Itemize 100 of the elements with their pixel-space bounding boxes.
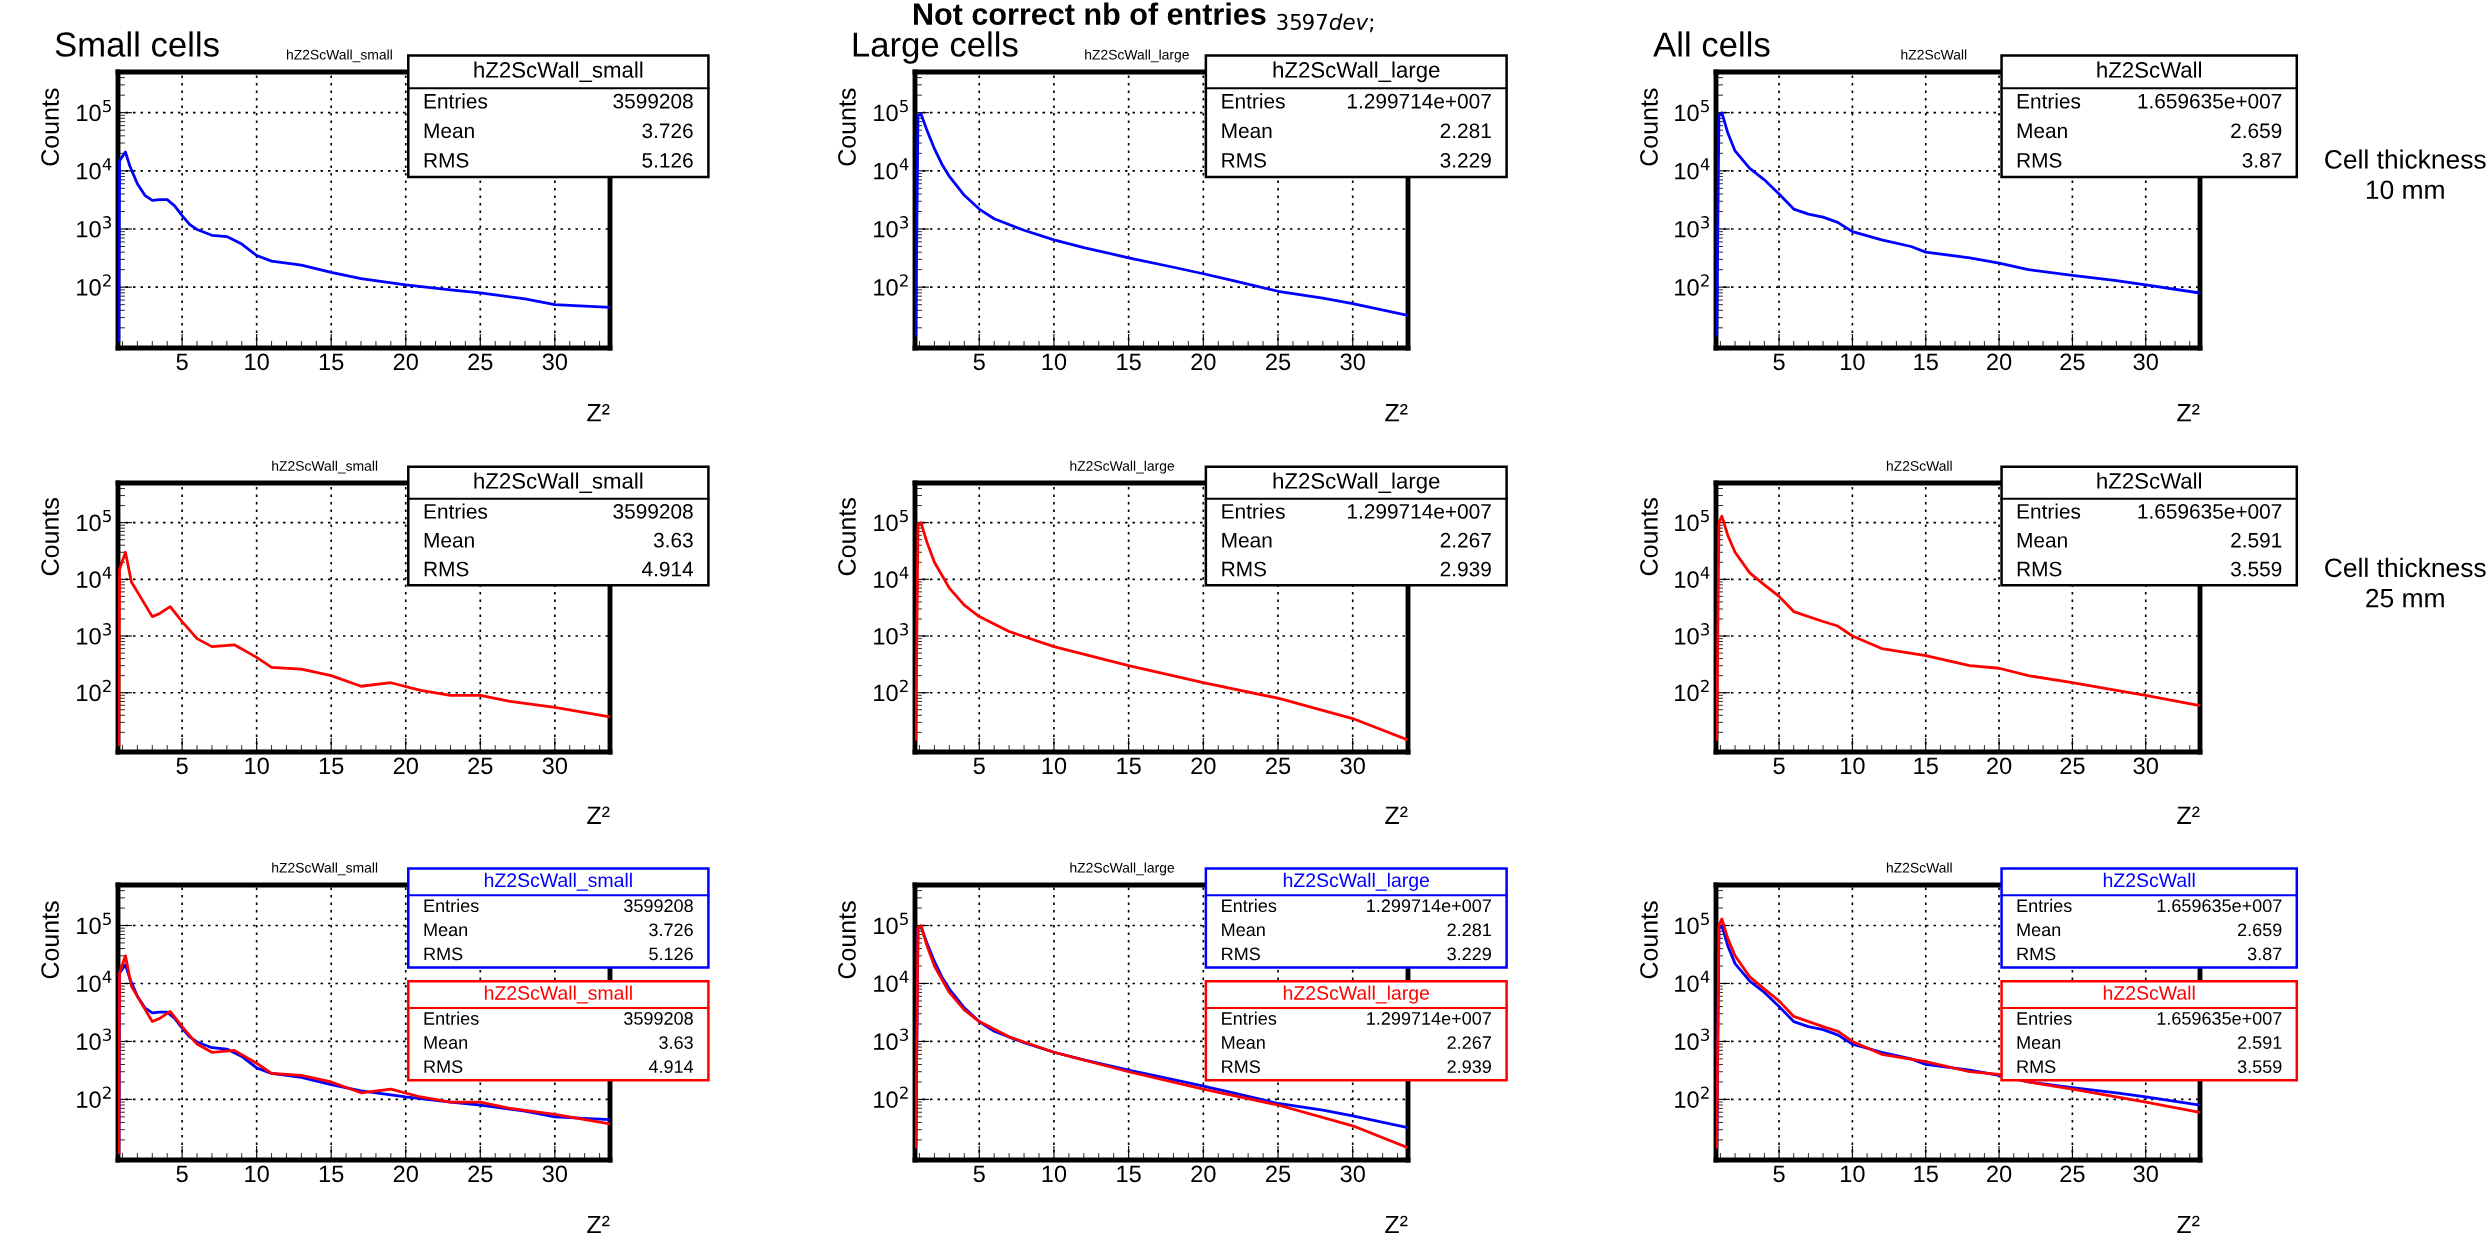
x-axis-title: Z²: [1385, 806, 1408, 824]
text: hZ2ScWall: [2097, 472, 2201, 489]
x-tick-label: 10: [1841, 353, 1865, 371]
x-tick-label: 25: [468, 1165, 493, 1183]
chart-subtitle: hZ2ScWall_small: [272, 862, 378, 876]
text: Mean 3.726: [424, 923, 693, 937]
x-tick-label: 15: [319, 757, 344, 775]
y-tick-label: 10$^{3}$: [874, 623, 909, 645]
y-tick-label: 10$^{2}$: [1675, 274, 1709, 296]
x-tick-label: 5: [176, 757, 188, 775]
y-axis-title: Counts: [1640, 88, 1658, 166]
x-tick-label: 5: [973, 757, 985, 775]
text: Mean 2.267: [1222, 532, 1491, 548]
x-axis-title: Z²: [2177, 1215, 2200, 1234]
text: Entries 3599208: [424, 898, 693, 913]
x-tick-label: 15: [1914, 1165, 1938, 1183]
y-axis-title: Counts: [41, 498, 59, 576]
y-tick-label: 10$^{3}$: [77, 216, 112, 238]
text: Mean 2.591: [2017, 532, 2282, 548]
x-tick-label: 10: [245, 1165, 269, 1183]
y-tick-label: 10$^{4}$: [77, 566, 112, 588]
text: Entries 1.299714e+007: [1222, 1011, 1491, 1025]
x-tick-label: 30: [542, 1165, 568, 1183]
x-tick-label: 30: [1340, 1165, 1365, 1183]
text: hZ2ScWall: [2103, 872, 2195, 888]
chart-subtitle: hZ2ScWall_large: [1085, 49, 1189, 63]
x-tick-label: 30: [2133, 757, 2158, 775]
text: Cell thickness 25 mm: [2325, 557, 2486, 608]
x-tick-label: 25: [468, 757, 493, 775]
x-tick-label: 20: [393, 353, 418, 371]
x-tick-label: 20: [1987, 1165, 2012, 1183]
y-axis-title: Counts: [1640, 498, 1658, 576]
x-axis-title: Z²: [2177, 403, 2200, 422]
text: RMS 3.559: [2017, 1060, 2282, 1074]
text: hZ2ScWall: [2103, 985, 2195, 1000]
x-axis-title: Z²: [1385, 403, 1408, 422]
x-tick-label: 20: [1191, 757, 1216, 775]
text: Mean 2.281: [1222, 923, 1491, 937]
y-tick-label: 10$^{5}$: [874, 912, 908, 935]
x-tick-label: 5: [1773, 757, 1785, 775]
chart-subtitle: hZ2ScWall: [1886, 460, 1952, 471]
y-tick-label: 10$^{4}$: [1675, 158, 1710, 180]
chart-subtitle: hZ2ScWall: [1886, 862, 1952, 873]
x-tick-label: 20: [1987, 757, 2012, 775]
x-tick-label: 15: [1117, 1165, 1141, 1183]
y-axis-title: Counts: [838, 901, 856, 979]
text: RMS 2.939: [1222, 1060, 1491, 1074]
chart-subtitle: hZ2ScWall: [1901, 49, 1967, 60]
y-tick-label: 10$^{3}$: [874, 1028, 909, 1051]
x-tick-label: 25: [1266, 353, 1291, 371]
x-tick-label: 10: [1841, 1165, 1865, 1183]
y-tick-label: 10$^{5}$: [874, 99, 908, 122]
text: Entries 3599208: [424, 1011, 693, 1025]
x-tick-label: 5: [176, 1165, 188, 1183]
text: Cell thickness 10 mm: [2325, 149, 2486, 200]
text: Mean 2.659: [2017, 923, 2282, 937]
x-tick-label: 30: [1340, 353, 1365, 371]
text: Mean 3.63: [424, 532, 693, 548]
text: hZ2ScWall_large: [1273, 61, 1440, 83]
y-tick-label: 10$^{2}$: [1675, 679, 1709, 702]
y-tick-label: 10$^{5}$: [77, 509, 111, 532]
y-tick-label: 10$^{3}$: [1675, 623, 1710, 645]
y-tick-label: 10$^{3}$: [77, 623, 112, 645]
text: Mean 3.726: [424, 123, 693, 139]
x-axis-title: Z²: [587, 403, 610, 422]
x-axis-title: Z²: [587, 806, 610, 824]
x-axis-title: Z²: [587, 1215, 610, 1234]
x-tick-label: 25: [2060, 757, 2085, 775]
x-tick-label: 20: [1191, 1165, 1216, 1183]
text: RMS 3.87: [2017, 152, 2282, 168]
x-tick-label: 25: [468, 353, 493, 371]
x-tick-label: 10: [245, 353, 269, 371]
text: RMS 5.126: [424, 947, 693, 961]
text: Entries 1.659635e+007: [2017, 1011, 2282, 1025]
x-tick-label: 30: [1340, 757, 1365, 775]
x-tick-label: 30: [542, 353, 568, 371]
x-tick-label: 10: [1042, 757, 1067, 775]
text: Mean 2.659: [2017, 123, 2282, 139]
y-tick-label: 10$^{4}$: [874, 970, 909, 993]
text: Mean 2.591: [2017, 1036, 2282, 1049]
y-tick-label: 10$^{5}$: [1675, 912, 1709, 935]
text: RMS 3.229: [1222, 152, 1491, 168]
text: Mean 2.267: [1222, 1036, 1491, 1049]
x-tick-label: 15: [1117, 353, 1141, 371]
y-tick-label: 10$^{4}$: [77, 970, 112, 993]
x-tick-label: 30: [542, 757, 568, 775]
text: hZ2ScWall_small: [474, 61, 643, 82]
text: Mean 3.63: [424, 1036, 693, 1049]
y-axis-title: Counts: [41, 901, 59, 979]
y-tick-label: 10$^{4}$: [874, 566, 909, 588]
text: hZ2ScWall_large: [1283, 872, 1430, 891]
chart-title: Large cells: [853, 31, 1018, 64]
x-tick-label: 5: [973, 1165, 985, 1183]
chart-subtitle: hZ2ScWall_small: [286, 49, 392, 63]
y-tick-label: 10$^{2}$: [77, 274, 111, 296]
text: RMS 4.914: [424, 1060, 694, 1074]
y-tick-label: 10$^{5}$: [1675, 509, 1709, 532]
y-axis-title: Counts: [838, 88, 856, 166]
x-tick-label: 15: [319, 353, 344, 371]
x-tick-label: 20: [393, 1165, 418, 1183]
